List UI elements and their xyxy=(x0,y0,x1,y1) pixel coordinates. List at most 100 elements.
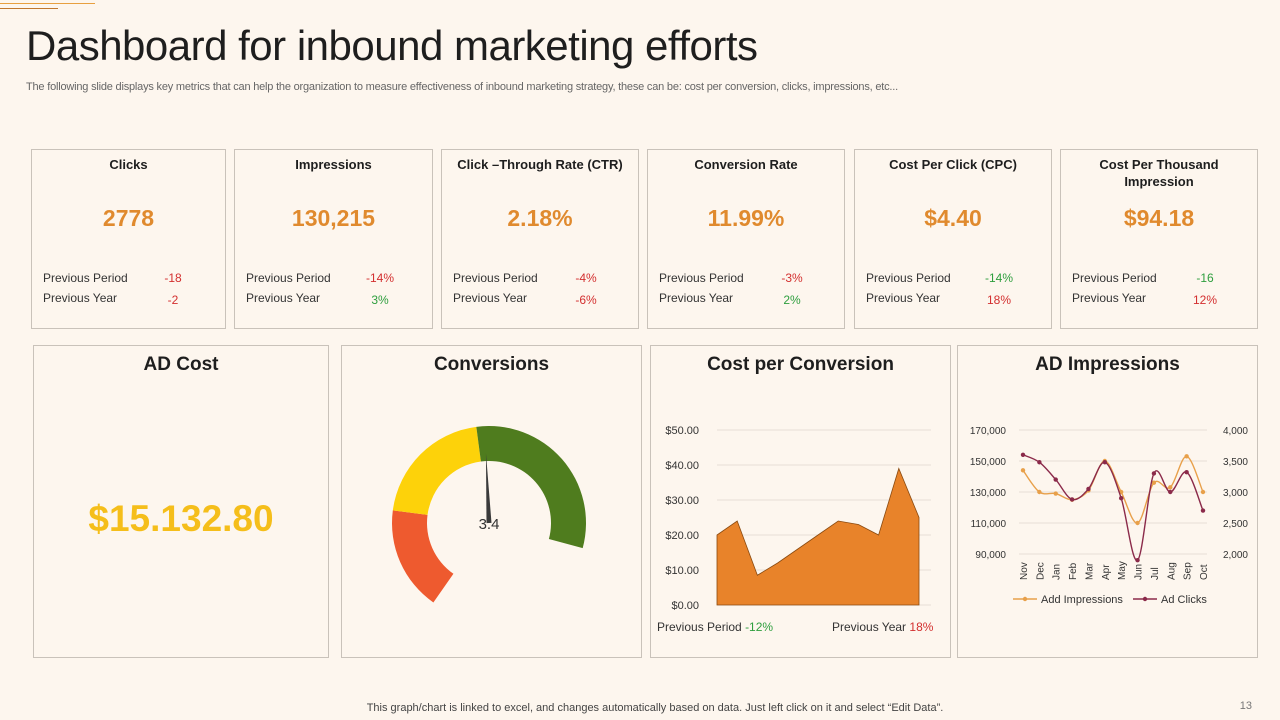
kpi-prev-year-label: Previous Year xyxy=(453,291,528,305)
x-tick-label: Mar xyxy=(1084,562,1095,580)
cost-per-conversion-panel[interactable]: Cost per Conversion $0.00 $10.00 $20.00 $30… xyxy=(650,345,951,658)
gauge-band xyxy=(392,510,454,603)
x-tick-label: Aug xyxy=(1166,562,1177,580)
kpi-prev-period-value: -14% xyxy=(984,271,1013,285)
kpi-card[interactable]: Cost Per Click (CPC) $4.40 Previous Period… xyxy=(854,149,1052,329)
kpi-prev-period-row: Previous Period -3% xyxy=(659,271,844,285)
data-point xyxy=(1102,460,1108,465)
kpi-card[interactable]: Conversion Rate 11.99% Previous Period -3% P… xyxy=(647,149,845,329)
y-right-tick-label: 4,000 xyxy=(1223,426,1248,437)
data-point xyxy=(1168,489,1173,495)
kpi-prev-period-label: Previous Period xyxy=(1072,271,1157,285)
gauge-band xyxy=(392,426,481,515)
data-point xyxy=(1069,497,1075,502)
data-point xyxy=(1086,486,1091,492)
x-tick-label: May xyxy=(1117,561,1128,580)
y-right-tick-label: 3,500 xyxy=(1223,457,1248,468)
page-title: Dashboard for inbound marketing efforts xyxy=(26,22,758,69)
kpi-card[interactable]: Click –Through Rate (CTR) 2.18% Previous P… xyxy=(441,149,639,329)
kpi-value: $4.40 xyxy=(924,205,982,231)
data-point xyxy=(1020,452,1026,457)
kpi-label: Clicks xyxy=(109,157,148,172)
kpi-prev-period-row: Previous Period -18 xyxy=(43,271,225,285)
kpi-prev-period-value: -4% xyxy=(575,271,597,285)
kpi-label: Cost Per Click (CPC) xyxy=(889,157,1017,172)
y-right-tick-label: 3,000 xyxy=(1223,488,1248,499)
kpi-prev-year-value: 12% xyxy=(1192,293,1218,307)
ad-cost-value: $15.132.80 xyxy=(88,498,274,539)
legend-label: Add Impressions xyxy=(1041,594,1123,606)
y-tick-label: $40.00 xyxy=(665,460,699,472)
kpi-prev-year-row: Previous Year -6% xyxy=(453,291,638,307)
data-point xyxy=(1184,469,1189,475)
data-point xyxy=(1135,558,1140,563)
kpi-prev-period-value: -18 xyxy=(164,271,182,285)
kpi-card[interactable]: Cost Per Thousand Impression $94.18 Previo… xyxy=(1060,149,1258,329)
kpi-prev-period-value: -16 xyxy=(1196,271,1214,285)
gauge-band xyxy=(476,426,586,549)
x-tick-label: Sep xyxy=(1183,562,1194,580)
area-series xyxy=(716,467,920,606)
legend-label: Ad Clicks xyxy=(1161,594,1207,606)
y-left-tick-label: 110,000 xyxy=(971,519,1007,530)
x-tick-label: Jan xyxy=(1052,564,1063,580)
y-left-tick-label: 90,000 xyxy=(975,550,1006,561)
conversions-gauge: 3.4 xyxy=(392,426,586,603)
kpi-value: 2778 xyxy=(102,205,155,231)
kpi-card[interactable]: Impressions 130,215 Previous Period -14% Pre… xyxy=(234,149,433,329)
data-point xyxy=(1168,485,1173,490)
kpi-value: 11.99% xyxy=(707,205,785,231)
kpi-value: $94.18 xyxy=(1123,205,1195,231)
legend-marker xyxy=(1022,596,1028,602)
y-tick-label: $10.00 xyxy=(665,565,699,577)
y-tick-label: $20.00 xyxy=(665,530,699,542)
data-point xyxy=(1020,468,1026,473)
x-tick-label: Feb xyxy=(1068,562,1079,580)
kpi-label: Cost Per Thousand Impression xyxy=(1099,157,1219,189)
kpi-prev-year-label: Previous Year xyxy=(1072,291,1147,305)
conversions-panel[interactable]: Conversions 3.4 xyxy=(341,345,642,658)
kpi-prev-year-label: Previous Year xyxy=(43,291,118,305)
cpc-prev-period-value: -12% xyxy=(745,620,774,634)
ad-cost-panel[interactable]: AD Cost $15.132.80 xyxy=(33,345,329,658)
kpi-prev-period-row: Previous Period -14% xyxy=(246,271,432,285)
ad-impressions-title: AD Impressions xyxy=(1035,354,1180,375)
data-point xyxy=(1135,520,1140,526)
data-point xyxy=(1053,477,1058,482)
kpi-prev-year-row: Previous Year 18% xyxy=(866,291,1051,307)
ad-cost-title: AD Cost xyxy=(143,354,219,375)
accent-line-short xyxy=(0,8,58,9)
y-left-tick-label: 150,000 xyxy=(970,457,1007,468)
kpi-prev-period-value: -14% xyxy=(365,271,394,285)
x-tick-label: Jun xyxy=(1134,564,1145,580)
kpi-prev-period-label: Previous Period xyxy=(659,271,744,285)
cpc-prev-period: Previous Period -12% xyxy=(657,620,773,634)
gauge-needle xyxy=(485,453,492,524)
kpi-prev-year-value: -2 xyxy=(167,293,179,307)
kpi-prev-year-row: Previous Year 2% xyxy=(659,291,844,307)
x-tick-label: Oct xyxy=(1199,564,1210,580)
data-point xyxy=(1037,489,1042,495)
kpi-label: Conversion Rate xyxy=(694,157,798,172)
x-tick-label: Nov xyxy=(1019,562,1030,580)
cpc-prev-year-value: 18% xyxy=(909,620,934,634)
kpi-card[interactable]: Clicks 2778 Previous Period -18 Previous Yea… xyxy=(31,149,226,329)
accent-line xyxy=(0,3,95,4)
conversions-title: Conversions xyxy=(433,354,550,375)
kpi-prev-period-label: Previous Period xyxy=(43,271,128,285)
kpi-prev-period-label: Previous Period xyxy=(246,271,331,285)
data-point xyxy=(1200,489,1206,495)
kpi-prev-year-row: Previous Year 12% xyxy=(1072,291,1257,307)
ad-impressions-panel[interactable]: AD Impressions 90,000 110,000 130,000 150,0… xyxy=(957,345,1258,658)
cpc-prev-year: Previous Year 18% xyxy=(832,620,933,634)
data-point xyxy=(1118,496,1124,501)
kpi-value: 130,215 xyxy=(291,205,376,231)
kpi-prev-period-label: Previous Period xyxy=(453,271,538,285)
data-point xyxy=(1151,471,1157,476)
cost-per-conversion-title: Cost per Conversion xyxy=(707,354,894,375)
kpi-label: Click –Through Rate (CTR) xyxy=(457,157,623,172)
y-left-tick-label: 130,000 xyxy=(970,488,1007,499)
kpi-prev-year-row: Previous Year 3% xyxy=(246,291,432,307)
kpi-prev-period-row: Previous Period -4% xyxy=(453,271,638,285)
data-point xyxy=(1151,480,1157,485)
